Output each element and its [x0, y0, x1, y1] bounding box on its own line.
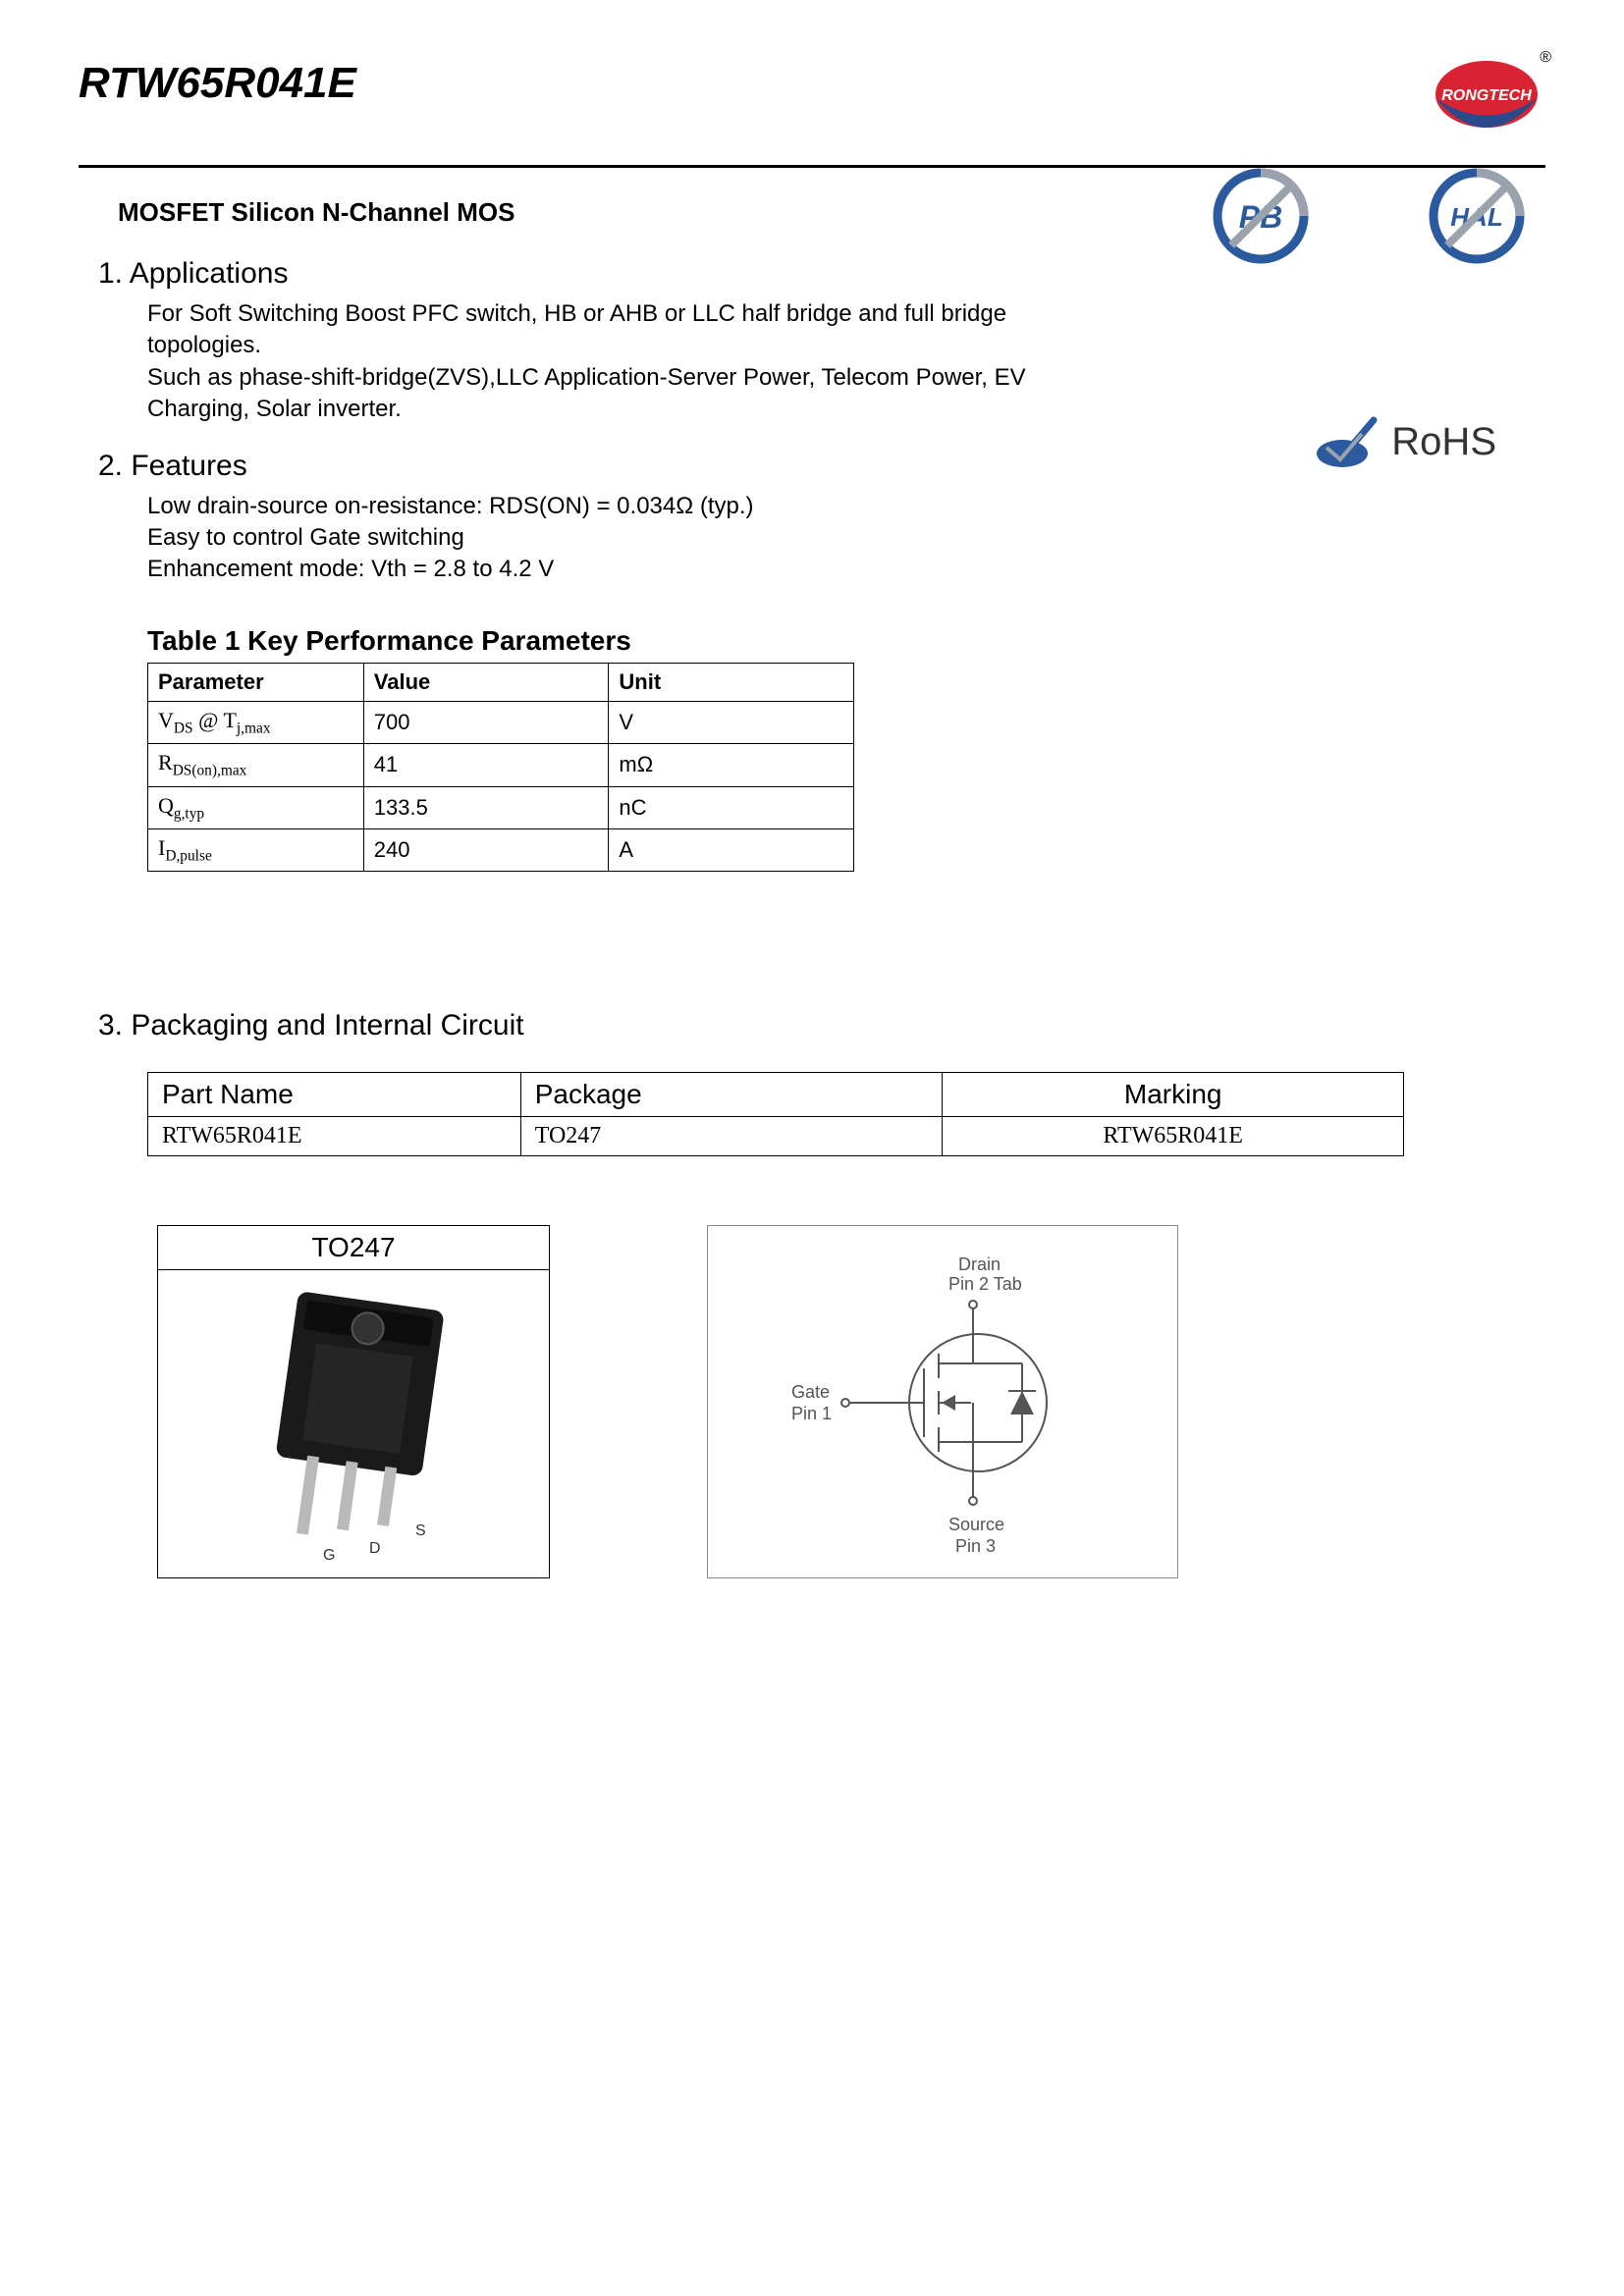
to247-title: TO247 — [158, 1226, 549, 1270]
unit-cell: A — [609, 828, 854, 871]
pkg-data-row: RTW65R041E TO247 RTW65R041E — [148, 1117, 1404, 1156]
value-cell: 133.5 — [363, 786, 609, 828]
col-marking: Marking — [943, 1073, 1404, 1117]
circuit-diagram-box: Drain Pin 2 Tab Gate Pin 1 Source Pin 3 — [707, 1225, 1178, 1578]
table-row: ID,pulse 240 A — [148, 828, 854, 871]
unit-cell: V — [609, 701, 854, 743]
registered-mark: ® — [1540, 49, 1551, 67]
pkg-header-row: Part Name Package Marking — [148, 1073, 1404, 1117]
svg-text:S: S — [415, 1522, 426, 1539]
drain-label: Drain — [958, 1255, 1001, 1274]
col-unit: Unit — [609, 663, 854, 701]
part-number-title: RTW65R041E — [79, 59, 356, 108]
hal-free-icon: HAL — [1428, 167, 1526, 265]
section-2-text2: Easy to control Gate switching — [147, 522, 1031, 554]
page-header: RTW65R041E RONGTECH ® — [79, 59, 1545, 168]
table-row: VDS @ Tj,max 700 V — [148, 701, 854, 743]
to247-package-box: TO247 G — [157, 1225, 550, 1578]
col-package: Package — [520, 1073, 943, 1117]
col-value: Value — [363, 663, 609, 701]
rohs-check-icon — [1313, 412, 1381, 471]
rongtech-logo-icon: RONGTECH — [1428, 59, 1545, 152]
svg-text:RONGTECH: RONGTECH — [1441, 87, 1532, 104]
to247-image: G D S — [158, 1270, 549, 1565]
section-2-text1: Low drain-source on-resistance: RDS(ON) … — [147, 491, 1031, 522]
value-cell: 41 — [363, 744, 609, 786]
param-cell: Qg,typ — [148, 786, 364, 828]
rohs-badge: RoHS — [1313, 412, 1496, 471]
gate-label: Gate — [791, 1382, 830, 1402]
section-2-text3: Enhancement mode: Vth = 2.8 to 4.2 V — [147, 554, 1031, 585]
param-cell: VDS @ Tj,max — [148, 701, 364, 743]
partname-cell: RTW65R041E — [148, 1117, 521, 1156]
package-table: Part Name Package Marking RTW65R041E TO2… — [147, 1072, 1404, 1156]
source-label: Source — [948, 1515, 1004, 1534]
table-1-caption: Table 1 Key Performance Parameters — [147, 625, 1545, 657]
col-partname: Part Name — [148, 1073, 521, 1117]
to247-package-icon: G D S — [158, 1270, 551, 1565]
company-logo: RONGTECH ® — [1428, 59, 1545, 157]
svg-text:D: D — [369, 1540, 381, 1557]
mosfet-circuit-icon: Drain Pin 2 Tab Gate Pin 1 Source Pin 3 — [708, 1226, 1179, 1579]
gate-pin-label: Pin 1 — [791, 1404, 832, 1423]
diagrams-row: TO247 G — [157, 1225, 1545, 1578]
unit-cell: nC — [609, 786, 854, 828]
key-performance-table: Parameter Value Unit VDS @ Tj,max 700 V … — [147, 663, 854, 873]
compliance-badges: PB HAL — [1212, 167, 1526, 265]
table-1-container: Table 1 Key Performance Parameters Param… — [147, 625, 1545, 873]
param-cell: ID,pulse — [148, 828, 364, 871]
unit-cell: mΩ — [609, 744, 854, 786]
svg-text:G: G — [323, 1547, 335, 1564]
section-1-text1: For Soft Switching Boost PFC switch, HB … — [147, 298, 1031, 362]
drain-pin-label: Pin 2 Tab — [948, 1274, 1022, 1294]
marking-cell: RTW65R041E — [943, 1117, 1404, 1156]
table-row: Qg,typ 133.5 nC — [148, 786, 854, 828]
col-parameter: Parameter — [148, 663, 364, 701]
source-pin-label: Pin 3 — [955, 1536, 996, 1556]
value-cell: 700 — [363, 701, 609, 743]
section-1-text2: Such as phase-shift-bridge(ZVS),LLC Appl… — [147, 362, 1031, 426]
table-header-row: Parameter Value Unit — [148, 663, 854, 701]
section-3: 3. Packaging and Internal Circuit Part N… — [79, 1009, 1545, 1578]
table-row: RDS(on),max 41 mΩ — [148, 744, 854, 786]
param-cell: RDS(on),max — [148, 744, 364, 786]
section-3-title: 3. Packaging and Internal Circuit — [98, 1009, 1545, 1042]
pb-free-icon: PB — [1212, 167, 1310, 265]
value-cell: 240 — [363, 828, 609, 871]
package-cell: TO247 — [520, 1117, 943, 1156]
rohs-label: RoHS — [1391, 420, 1496, 464]
